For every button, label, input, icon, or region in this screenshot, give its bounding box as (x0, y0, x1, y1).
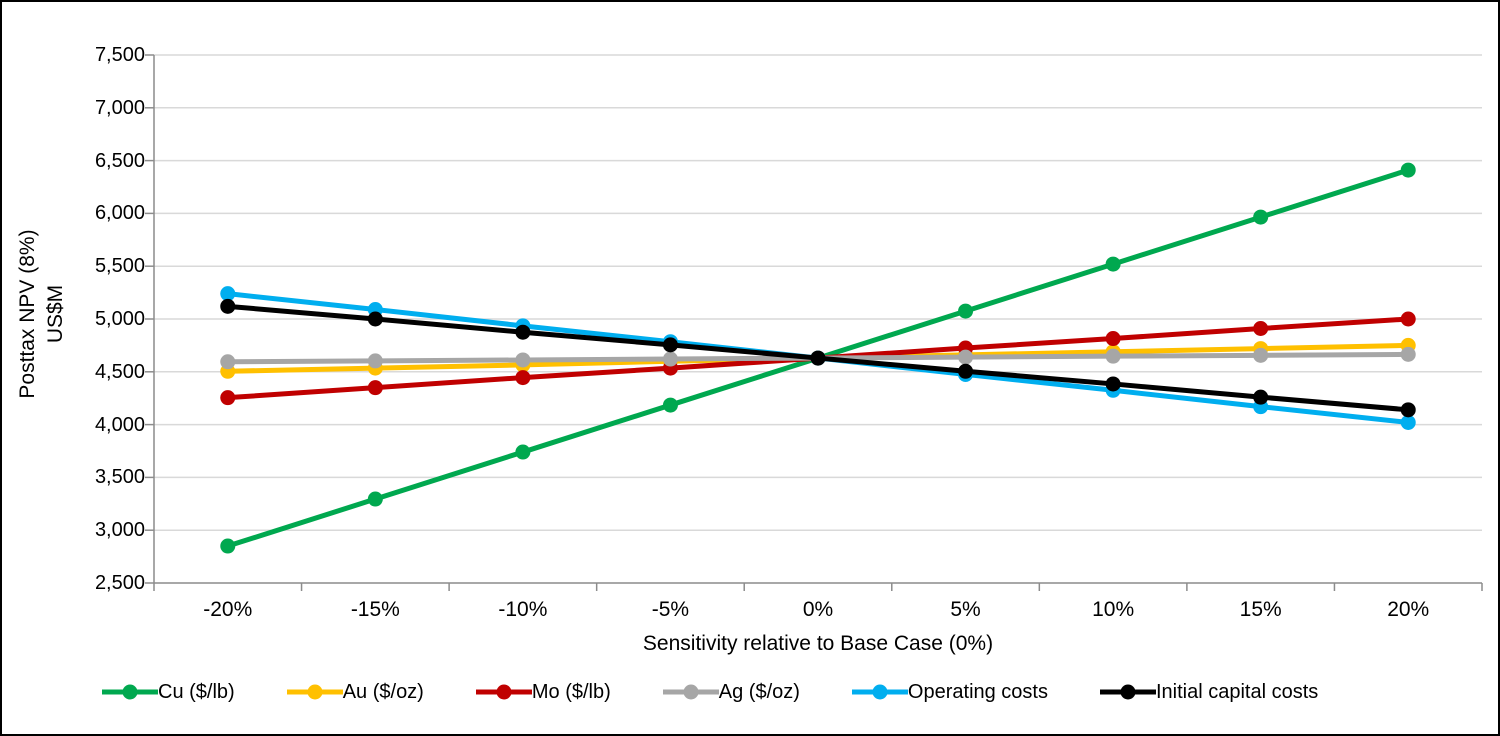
series-point-operating-costs (220, 286, 236, 302)
series-point-ag-oz (367, 353, 383, 369)
legend-label-initial-capital-costs: Initial capital costs (1156, 680, 1319, 703)
series-point-ag-oz (1105, 348, 1121, 364)
series-point-initial-capital-costs (515, 324, 531, 340)
legend-label-ag-oz: Ag ($/oz) (718, 680, 800, 703)
series-point-initial-capital-costs (1400, 402, 1416, 418)
legend-label-cu-lb: Cu ($/lb) (158, 680, 235, 703)
series-point-mo-lb (220, 390, 236, 406)
x-tick-label: -20% (203, 598, 253, 621)
series-point-initial-capital-costs (1253, 389, 1269, 405)
series-point-mo-lb (515, 370, 531, 386)
legend-item-cu-lb: Cu ($/lb) (102, 681, 235, 704)
legend-dot-initial-capital-costs (1120, 684, 1136, 700)
y-tick-label: 3,500 (94, 466, 145, 489)
legend-dot-au-oz (307, 684, 323, 700)
series-point-ag-oz (1400, 346, 1416, 362)
y-axis-title-line1: Posttax NPV (8%) (16, 229, 39, 399)
x-tick-label: -5% (651, 598, 690, 621)
legend-item-initial-capital-costs: Initial capital costs (1100, 681, 1318, 704)
series-point-cu-lb (220, 538, 236, 554)
legend-dot-cu-lb (122, 684, 138, 700)
legend-marker-operating-costs (851, 684, 908, 700)
y-tick-label: 7,500 (94, 44, 145, 66)
series-point-ag-oz (515, 352, 531, 368)
series-point-cu-lb (1400, 162, 1416, 178)
legend-dot-ag-oz (683, 684, 699, 700)
legend-label-mo-lb: Mo ($/lb) (531, 680, 611, 703)
legend: Cu ($/lb) Au ($/oz) Mo ($/lb) Ag ($/oz) Oper… (102, 678, 1318, 706)
x-tick-label: 15% (1239, 598, 1282, 621)
x-tick-label: -10% (498, 598, 548, 621)
series-point-mo-lb (1400, 311, 1416, 327)
series-point-mo-lb (1253, 321, 1269, 337)
x-tick-label: 20% (1387, 598, 1430, 621)
series-point-cu-lb (958, 303, 974, 319)
series-point-initial-capital-costs (662, 337, 678, 353)
legend-item-operating-costs: Operating costs (851, 680, 1048, 704)
x-tick-label: -15% (350, 598, 400, 621)
y-tick-label: 4,000 (94, 413, 145, 436)
series-point-initial-capital-costs (220, 298, 236, 314)
series-point-cu-lb (662, 397, 678, 413)
x-axis-title: Sensitivity relative to Base Case (0%) (642, 632, 994, 655)
y-axis-title-line2: US$M (44, 284, 67, 344)
x-tick-label: 0% (802, 598, 834, 621)
series-point-ag-oz (662, 351, 678, 367)
series-point-mo-lb (367, 380, 383, 396)
legend-item-mo-lb: Mo ($/lb) (475, 680, 611, 704)
y-tick-label: 6,500 (94, 149, 145, 172)
series-point-cu-lb (515, 444, 531, 460)
y-axis-title: Posttax NPV (8%) US$M (14, 229, 70, 398)
y-tick-label: 2,500 (94, 572, 145, 594)
series-point-mo-lb (1105, 331, 1121, 347)
x-tick-label: 5% (950, 598, 981, 621)
legend-marker-mo-lb (475, 684, 532, 700)
legend-label-operating-costs: Operating costs (907, 680, 1048, 703)
y-tick-label: 5,000 (94, 308, 145, 330)
series-point-initial-capital-costs (367, 311, 383, 327)
legend-marker-au-oz (286, 684, 343, 700)
series-point-ag-oz (958, 349, 974, 365)
y-tick-label: 7,000 (94, 96, 145, 119)
series-point-initial-capital-costs (958, 363, 974, 379)
series-point-ag-oz (1253, 347, 1269, 363)
series-point-ag-oz (220, 354, 236, 370)
series-point-cu-lb (367, 491, 383, 507)
legend-label-au-oz: Au ($/oz) (342, 680, 424, 703)
series-point-cu-lb (1105, 256, 1121, 272)
legend-dot-operating-costs (872, 684, 888, 700)
y-tick-label: 3,000 (94, 519, 145, 542)
y-tick-label: 5,500 (94, 255, 145, 278)
series-point-initial-capital-costs (810, 350, 826, 366)
legend-item-au-oz: Au ($/oz) (286, 680, 424, 704)
legend-marker-initial-capital-costs (1100, 684, 1156, 700)
series-point-operating-costs (1400, 414, 1416, 430)
legend-marker-cu-lb (102, 684, 158, 700)
legend-dot-mo-lb (496, 684, 512, 700)
legend-item-ag-oz: Ag ($/oz) (662, 680, 800, 704)
series-point-cu-lb (1253, 209, 1269, 225)
series-point-initial-capital-costs (1105, 376, 1121, 392)
y-tick-label: 6,000 (94, 202, 145, 225)
legend-marker-ag-oz (662, 684, 719, 700)
y-tick-label: 4,500 (94, 360, 145, 383)
x-tick-label: 10% (1092, 598, 1135, 621)
